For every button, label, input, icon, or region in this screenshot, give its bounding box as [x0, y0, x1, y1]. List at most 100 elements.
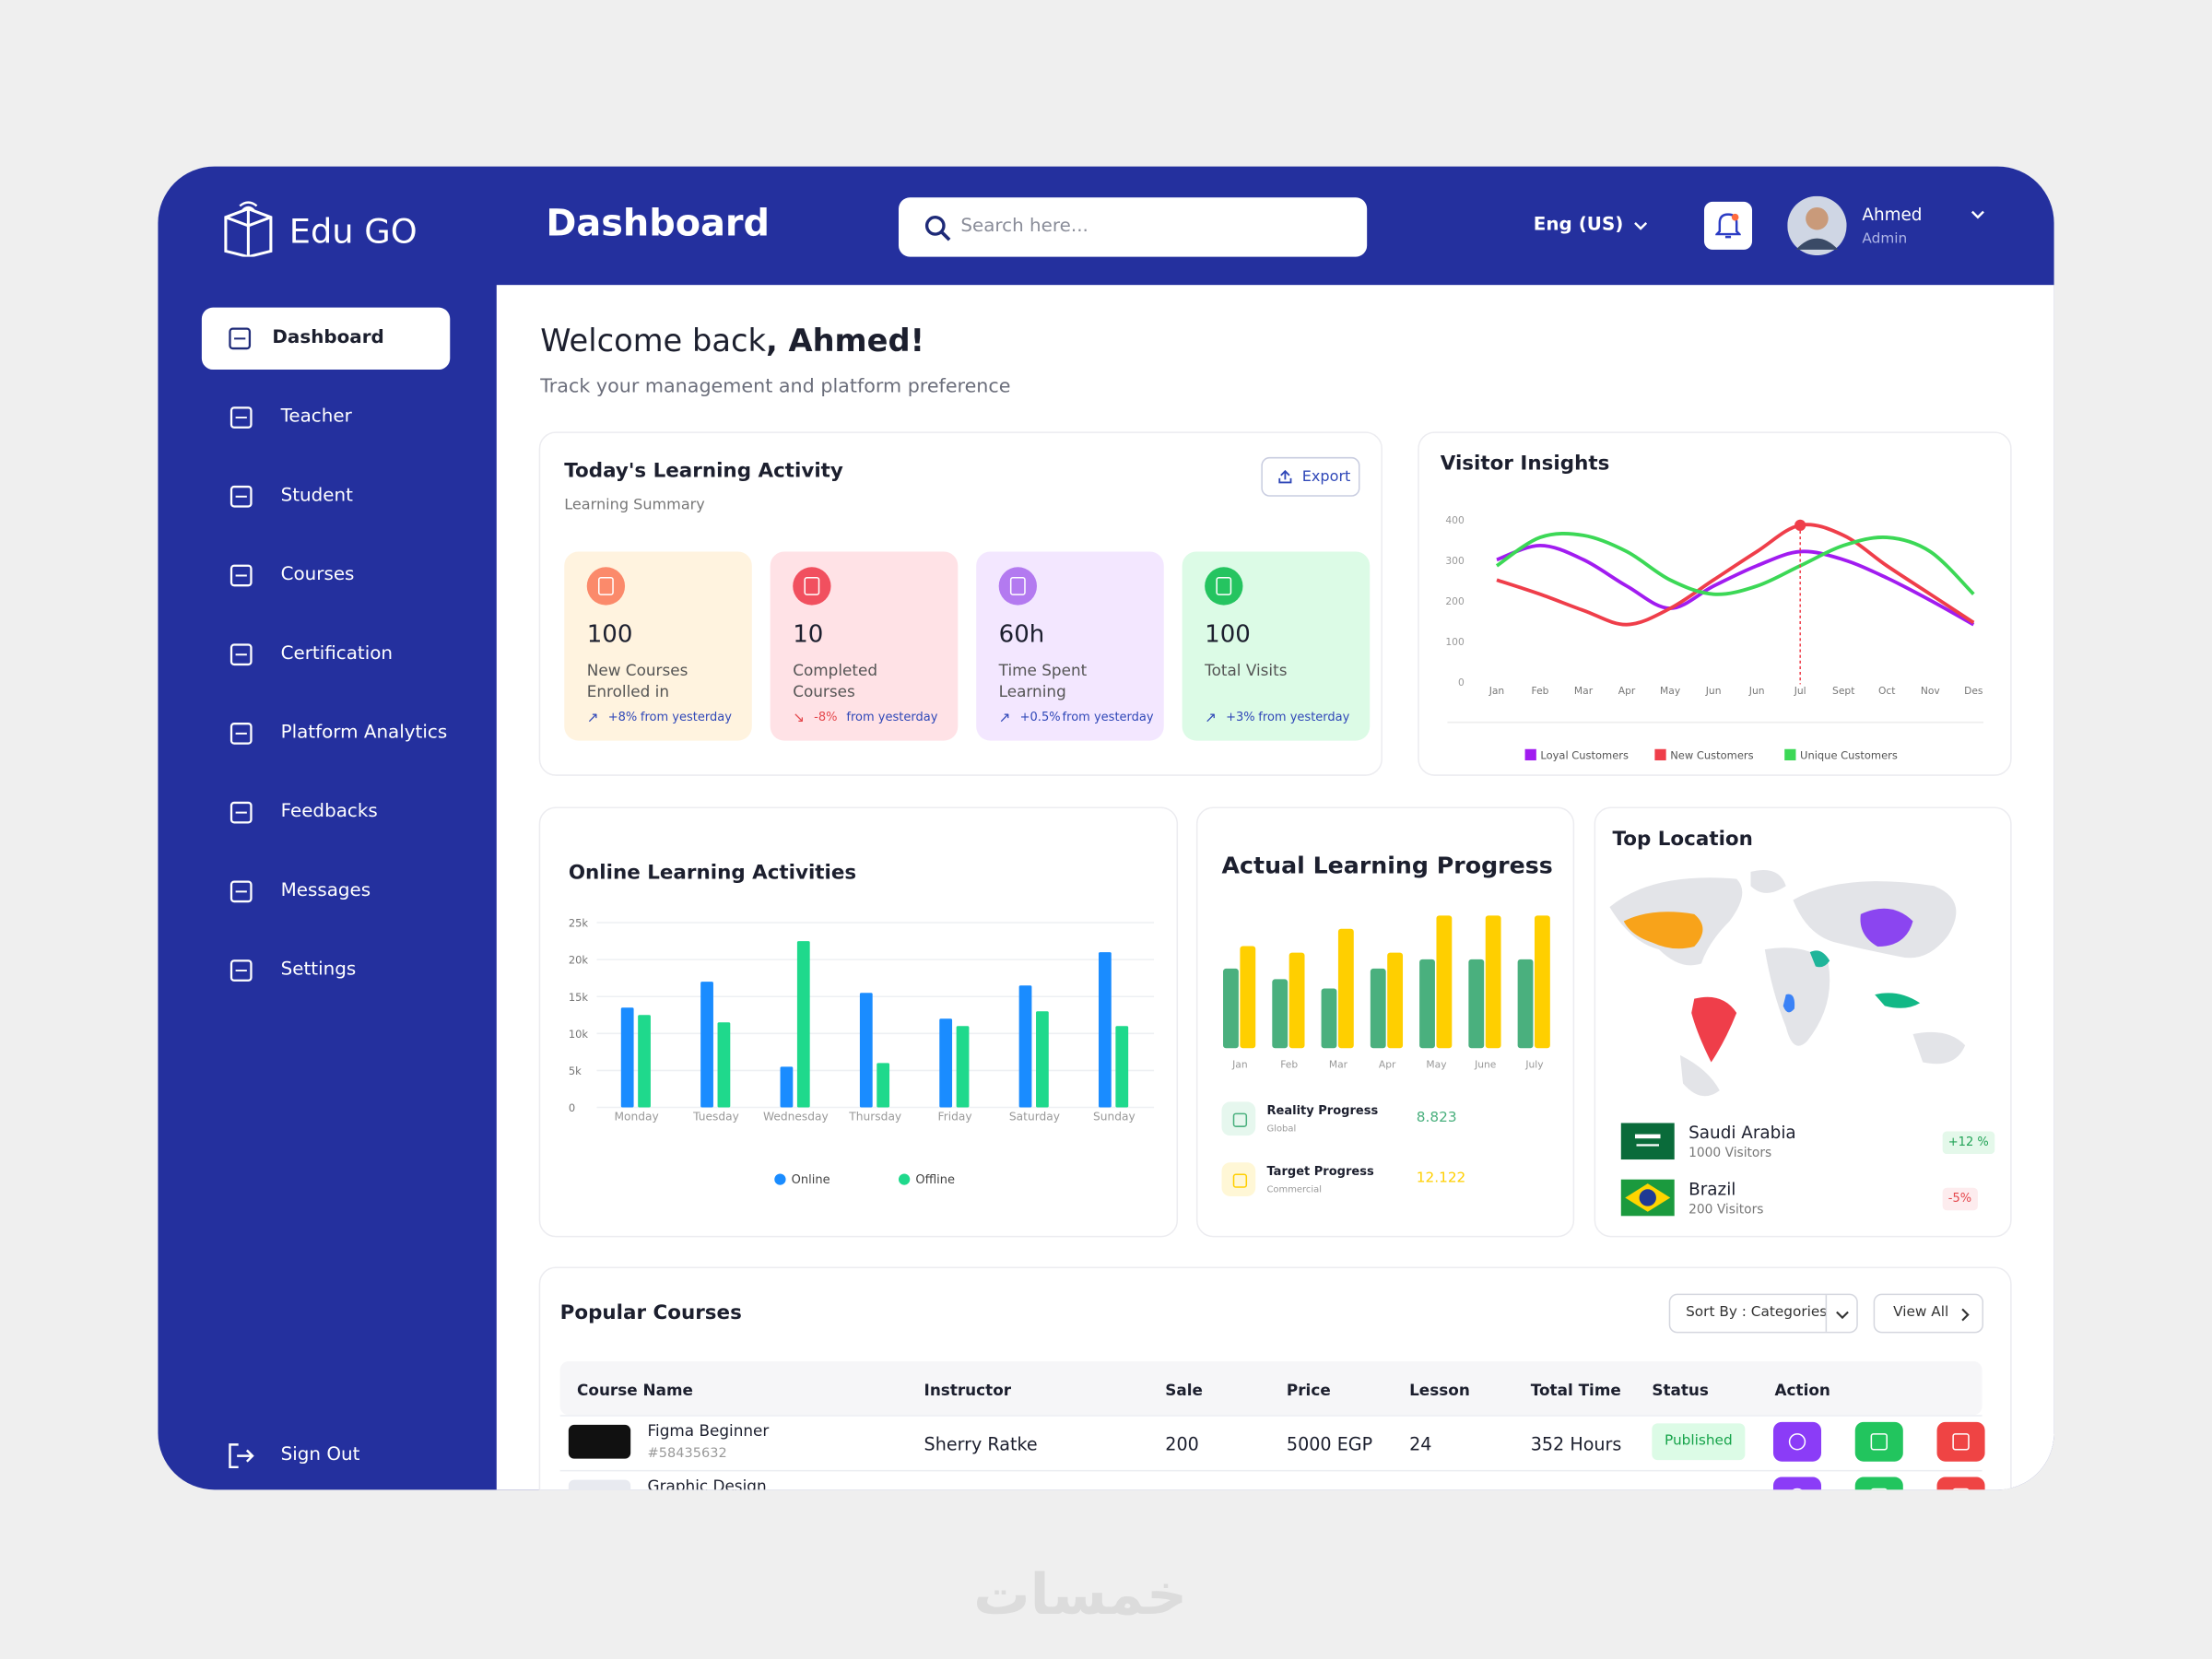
- search-placeholder: Search here...: [960, 216, 1088, 238]
- sort-button[interactable]: Sort By : Categories: [1668, 1293, 1858, 1334]
- legend-swatch: [1654, 748, 1666, 760]
- x-tick-label: Tuesday: [692, 1110, 739, 1123]
- view-all-button[interactable]: View All: [1873, 1293, 1984, 1334]
- table-header: [559, 1361, 1983, 1416]
- watermark: خمسات: [973, 1562, 1188, 1629]
- bar: [859, 993, 873, 1108]
- bar: [1288, 952, 1305, 1049]
- sidebar: Dashboard Teacher Student Courses Certificat…: [158, 285, 496, 1489]
- x-tick-label: Nov: [1921, 685, 1941, 697]
- language[interactable]: Eng (US): [1533, 214, 1624, 236]
- stat-note: from yesterday: [1062, 711, 1154, 725]
- nav-item[interactable]: Messages: [280, 880, 371, 902]
- notification-button[interactable]: [1703, 201, 1753, 250]
- world-map: [1609, 870, 1966, 1097]
- row-divider: [559, 1415, 1983, 1417]
- action-icon: [1870, 1433, 1888, 1451]
- search-box[interactable]: Search here...: [898, 197, 1368, 257]
- bar: [1534, 915, 1550, 1049]
- bar: [877, 1063, 890, 1108]
- y-tick-label: 25k: [569, 917, 589, 930]
- y-tick-label: 10k: [569, 1028, 589, 1041]
- nav-item[interactable]: Certification: [280, 642, 394, 665]
- column-header: Lesson: [1409, 1381, 1470, 1400]
- x-tick-label: July: [1524, 1059, 1544, 1071]
- progress-total: 8.823: [1416, 1110, 1457, 1126]
- sign-out[interactable]: Sign Out: [280, 1444, 360, 1466]
- action-button[interactable]: [1854, 1477, 1903, 1490]
- bar-chart: Jan Feb Mar Apr May June July: [1223, 915, 1550, 1071]
- x-tick-label: Wednesday: [763, 1110, 829, 1123]
- action-button[interactable]: [1772, 1477, 1822, 1490]
- line-series: [1495, 532, 1975, 596]
- stat-change: +8%: [607, 711, 638, 725]
- logo-icon: [224, 201, 273, 257]
- bar: [1018, 985, 1032, 1108]
- stat-icon: [1205, 567, 1243, 606]
- stat-note: from yesterday: [640, 711, 732, 725]
- action-button[interactable]: [1772, 1421, 1822, 1462]
- legend-label: Online: [792, 1173, 830, 1187]
- status-badge: Published: [1652, 1423, 1746, 1461]
- highlight-point: [1794, 519, 1806, 531]
- action-button[interactable]: [1936, 1477, 1985, 1490]
- stat-icon-glyph: [1216, 577, 1232, 595]
- x-tick-label: Mar: [1574, 685, 1594, 697]
- bar: [700, 982, 713, 1108]
- nav-item[interactable]: Platform Analytics: [280, 722, 448, 744]
- progress-card: Actual Learning Progress Jan Feb Mar Apr May…: [1195, 806, 1575, 1238]
- bar: [1240, 946, 1256, 1049]
- stat-label: Total Visits: [1205, 661, 1288, 680]
- frame: Edu GO Dashboard Search here... Eng (US)…: [158, 166, 2054, 1490]
- nav-item[interactable]: Courses: [280, 564, 355, 586]
- action-icon: [1788, 1433, 1806, 1451]
- bar: [796, 941, 810, 1108]
- stat-icon: [998, 567, 1037, 606]
- nav-item[interactable]: Dashboard: [272, 327, 384, 349]
- user-name: Ahmed: [1862, 204, 1923, 225]
- course-name: Graphic Design: [647, 1477, 767, 1490]
- nav-icon-svg: [229, 485, 253, 508]
- y-tick-label: 0: [569, 1101, 575, 1114]
- nav-item[interactable]: Feedbacks: [280, 801, 378, 823]
- stat-card: 100 Total Visits ↗ +3% from yesterday: [1182, 551, 1371, 741]
- cell: 200: [1165, 1433, 1199, 1455]
- stat-value: 100: [586, 620, 633, 650]
- location-card: Top Location Saudi Arabia 1000 Visitors +1…: [1594, 806, 2012, 1238]
- progress-name: Target Progress: [1266, 1165, 1374, 1180]
- x-tick-label: Saturday: [1009, 1110, 1060, 1123]
- flag-saudi: [1620, 1123, 1675, 1160]
- chevron: [1836, 1311, 1849, 1320]
- column-header: Price: [1286, 1381, 1331, 1400]
- x-tick-label: Jun: [1705, 685, 1722, 697]
- nav-item[interactable]: Teacher: [280, 406, 352, 428]
- bar: [1387, 952, 1404, 1049]
- stat-icon: [793, 567, 831, 606]
- x-tick-label: May: [1660, 685, 1681, 697]
- course-thumb: [568, 1424, 631, 1459]
- action-button[interactable]: [1936, 1421, 1985, 1462]
- bar: [1223, 968, 1239, 1049]
- x-tick-label: Jul: [1794, 685, 1806, 697]
- bar: [1517, 959, 1534, 1049]
- nav-icon: [229, 406, 253, 429]
- bar: [1036, 1011, 1049, 1108]
- nav-item[interactable]: Student: [280, 485, 353, 507]
- column-header: Action: [1774, 1381, 1830, 1400]
- course-thumb: [568, 1479, 631, 1490]
- legend-dot: [774, 1173, 786, 1185]
- user-role: Admin: [1862, 231, 1908, 247]
- card-title: Today's Learning Activity: [564, 459, 843, 483]
- activity-card: Today's Learning Activity Learning Summa…: [538, 431, 1382, 776]
- courses-card: Popular Courses Sort By : Categories Vie…: [538, 1266, 2012, 1490]
- cell: 352 Hours: [1530, 1433, 1622, 1455]
- nav-item[interactable]: Settings: [280, 959, 357, 981]
- stat-value: 10: [793, 620, 824, 650]
- progress-total: 12.122: [1416, 1171, 1466, 1187]
- nav-icon-svg: [229, 959, 253, 982]
- export-button[interactable]: Export: [1261, 456, 1360, 497]
- stat-label: Time Spent Learning: [998, 661, 1088, 701]
- action-button[interactable]: [1854, 1421, 1903, 1462]
- nav-icon: [229, 643, 253, 666]
- change-badge: -5%: [1942, 1187, 1978, 1211]
